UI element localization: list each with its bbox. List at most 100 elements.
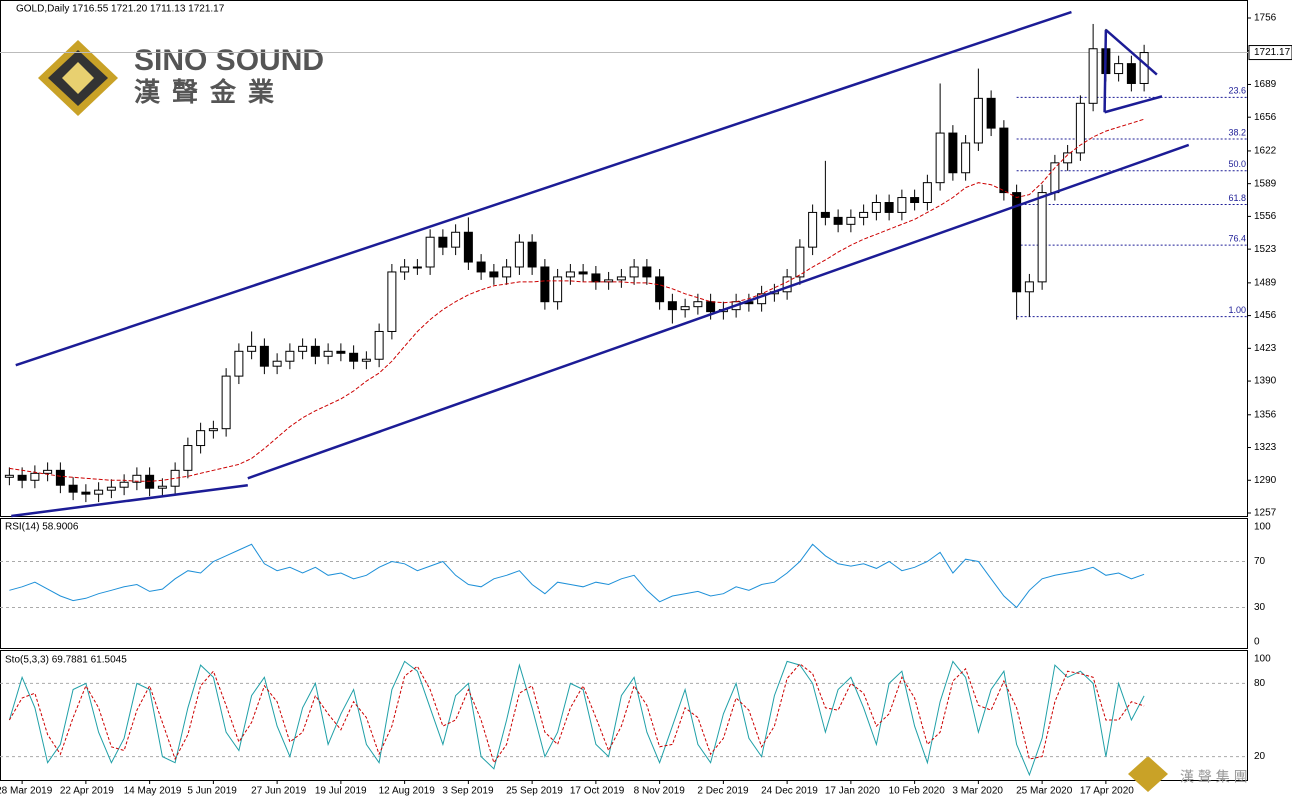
candle-body [323, 350, 333, 357]
fib-label: 50.0 [1228, 159, 1246, 169]
x-tick-label: 8 Nov 2019 [634, 786, 686, 797]
candle-body [961, 142, 971, 174]
candle-body [1126, 63, 1136, 84]
candle-body [655, 276, 665, 303]
fib-label: 23.6 [1228, 86, 1246, 96]
candle-body [336, 350, 346, 354]
y-tick-label: 1456 [1254, 310, 1277, 321]
candle-body [119, 481, 129, 488]
rsi-line [9, 543, 1145, 609]
rsi-tick-label: 0 [1254, 637, 1260, 648]
candle-body [349, 352, 359, 362]
candle-body [1012, 192, 1022, 293]
sto-tick-label: 80 [1254, 678, 1266, 689]
x-tick-label: 28 Mar 2019 [0, 786, 53, 797]
candle-body [55, 469, 65, 486]
x-tick-label: 22 Apr 2019 [60, 786, 114, 797]
candle-body [833, 216, 843, 225]
candle-body [438, 236, 448, 248]
sto-line [8, 663, 1145, 764]
x-tick-label: 10 Feb 2020 [889, 786, 946, 797]
candle-body [986, 97, 996, 129]
candle-body [514, 241, 524, 268]
y-tick-label: 1556 [1254, 211, 1277, 222]
candle-body [43, 469, 53, 474]
x-tick-label: 24 Dec 2019 [761, 786, 818, 797]
candle-body [795, 246, 805, 278]
candle-body [565, 271, 575, 278]
candle-body [871, 202, 881, 213]
candle-body [910, 197, 920, 204]
rsi-panel [0, 518, 1248, 649]
candle-body [4, 474, 14, 478]
logo-name: SINO SOUND [134, 44, 324, 77]
x-tick-label: 5 Jun 2019 [187, 786, 237, 797]
candle-body [502, 266, 512, 278]
rsi-tick-label: 70 [1254, 556, 1266, 567]
candle-body [106, 486, 116, 491]
trendline [1104, 95, 1163, 114]
candle-body [999, 127, 1009, 194]
x-tick-label: 25 Sep 2019 [506, 786, 563, 797]
sto-tick-label: 20 [1254, 751, 1266, 762]
candle-body [667, 301, 677, 311]
candle-body [208, 428, 218, 432]
x-tick-label: 2 Dec 2019 [697, 786, 749, 797]
y-tick-label: 1622 [1254, 146, 1277, 157]
candle-body [285, 350, 295, 362]
candle-body [553, 276, 563, 303]
candle-body [94, 489, 104, 495]
candle-body [629, 266, 639, 278]
y-tick-label: 1489 [1254, 278, 1277, 289]
fib-label: 61.8 [1228, 193, 1246, 203]
y-tick-label: 1390 [1254, 376, 1277, 387]
y-tick-label: 1689 [1254, 79, 1277, 90]
fib-label: 76.4 [1228, 234, 1246, 244]
candle-body [922, 182, 932, 204]
last-price-label: 1721.17 [1254, 47, 1291, 58]
y-tick-label: 1290 [1254, 475, 1277, 486]
candle-body [272, 360, 282, 367]
x-tick-label: 27 Jun 2019 [251, 786, 306, 797]
x-tick-label: 17 Jan 2020 [825, 786, 880, 797]
moving-average [9, 118, 1145, 482]
candle-body [451, 231, 461, 248]
y-tick-label: 1523 [1254, 244, 1277, 255]
candle-body [706, 301, 716, 313]
last-price-box [1248, 45, 1292, 61]
y-tick-label: 1656 [1254, 112, 1277, 123]
candle-body [425, 236, 435, 268]
rsi-tick-label: 100 [1254, 522, 1271, 533]
candle-body [680, 306, 690, 311]
candle-body [400, 266, 410, 273]
candle-body [374, 330, 384, 360]
candle-body [884, 202, 894, 213]
sto-tick-label: 100 [1254, 654, 1271, 665]
candle-body [820, 211, 830, 218]
header: GOLD,Daily 1716.55 1721.20 1711.13 1721.… [16, 4, 225, 15]
candle-body [1114, 63, 1124, 75]
candle-body [808, 211, 818, 248]
candle-body [81, 491, 91, 495]
trendline [1105, 28, 1158, 76]
candle-body [1037, 192, 1047, 283]
x-tick-label: 14 May 2019 [124, 786, 182, 797]
candle-body [234, 350, 244, 377]
candle-body [387, 271, 397, 332]
rsi-label: RSI(14) 58.9006 [5, 522, 79, 533]
candle-body [489, 271, 499, 278]
rsi-tick-label: 30 [1254, 602, 1266, 613]
candle-body [221, 375, 231, 430]
candle-body [259, 345, 269, 367]
candle-body [310, 345, 320, 357]
candle-body [846, 216, 856, 225]
candle-body [527, 241, 537, 268]
x-tick-label: 17 Apr 2020 [1080, 786, 1134, 797]
candle-body [1088, 48, 1098, 104]
x-tick-label: 25 Mar 2020 [1016, 786, 1073, 797]
x-tick-label: 12 Aug 2019 [379, 786, 436, 797]
fib-label: 1.00 [1228, 305, 1246, 315]
candle-body [540, 266, 550, 303]
footer-text: 漢 聲 集 團 [1180, 769, 1248, 785]
